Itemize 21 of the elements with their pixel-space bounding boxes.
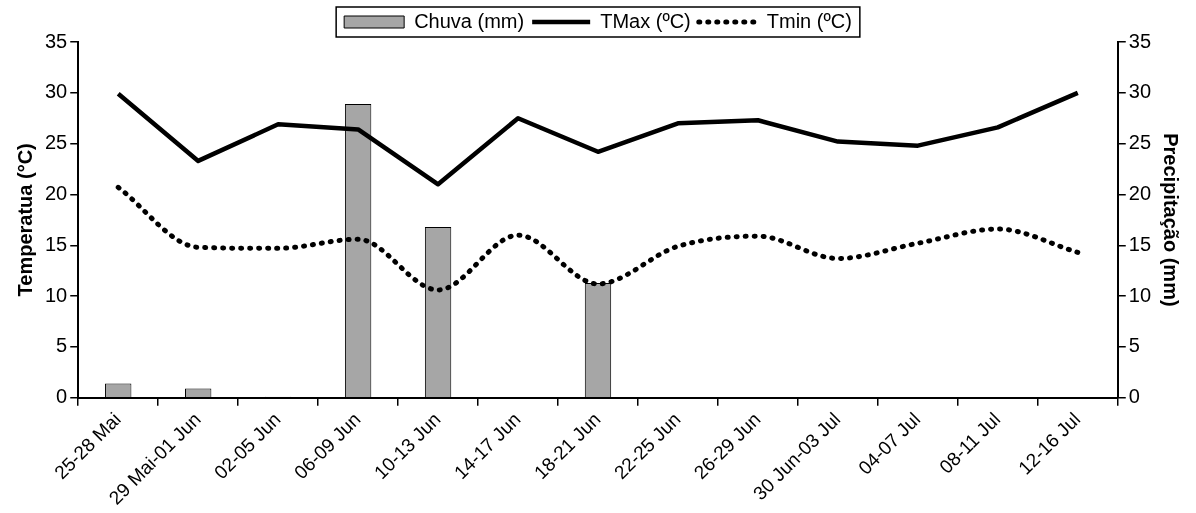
- y2-tick-label: 10: [1128, 283, 1151, 306]
- legend-label: Chuva (mm): [414, 9, 525, 32]
- y-tick-label: 20: [45, 181, 68, 204]
- y2-tick-label: 5: [1128, 334, 1140, 357]
- y2-tick-label: 35: [1128, 29, 1151, 52]
- y-tick-label: 5: [56, 334, 68, 357]
- y-tick-label: 0: [56, 385, 68, 408]
- y-tick-label: 25: [45, 131, 68, 154]
- y2-tick-label: 15: [1128, 232, 1151, 255]
- y-tick-label: 35: [45, 29, 68, 52]
- y-axis-title: Temperatua (°C): [13, 143, 36, 297]
- y-tick-label: 15: [45, 232, 68, 255]
- legend-label: TMax (ºC): [600, 9, 691, 32]
- y2-tick-label: 20: [1128, 181, 1151, 204]
- y-tick-label: 10: [45, 283, 68, 306]
- y2-tick-label: 25: [1128, 131, 1151, 154]
- y2-tick-label: 30: [1128, 80, 1151, 103]
- y-tick-label: 30: [45, 80, 68, 103]
- legend-label: Tmin (ºC): [766, 9, 852, 32]
- y2-tick-label: 0: [1128, 385, 1140, 408]
- y2-axis-title: Precipitação (mm): [1160, 133, 1183, 307]
